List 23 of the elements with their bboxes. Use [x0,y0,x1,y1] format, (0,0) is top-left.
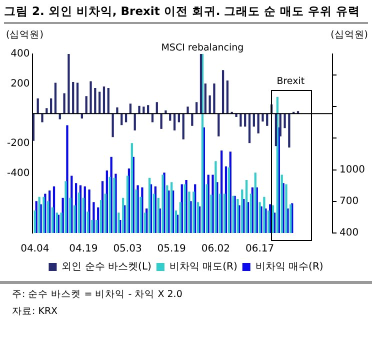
legend-label: 비차익 매도(R) [169,262,238,273]
legend-label: 비차익 매수(R) [255,262,324,273]
y-tick-label: -400 [6,168,30,179]
y-axis-title: (십억원) [6,30,44,41]
x-tick-label: 05.19 [157,244,186,255]
y-tick-label: 400 [10,48,30,60]
legend-label: 외인 순수 바스켓(L) [62,262,152,273]
text: 자료: KRX [12,305,59,318]
text: 주: 순수 바스켓 = 비차익 - 차익 X 2.0 [12,288,184,301]
x-tick-label: 06.17 [245,244,274,255]
annotation: Brexit [276,76,305,87]
y2-tick-label: 1000 [340,164,366,176]
y2-axis-title: (십억원) [330,30,368,41]
x-tick-label: 06.02 [201,244,230,255]
y2-tick-label: 400 [340,228,359,239]
x-tick-label: 05.03 [113,244,142,255]
chart-title: 그림 2. 외인 비차익, Brexit 이전 회귀. 그래도 순 매도 우위 유력 [4,4,368,24]
y-tick-label: -200 [6,138,30,150]
x-tick-label: 04.04 [20,244,50,255]
y-tick-label: 200 [10,78,30,90]
annotation: MSCI rebalancing [161,42,244,54]
x-tick-label: 04.19 [69,244,98,255]
y2-tick-label: 700 [340,196,359,208]
